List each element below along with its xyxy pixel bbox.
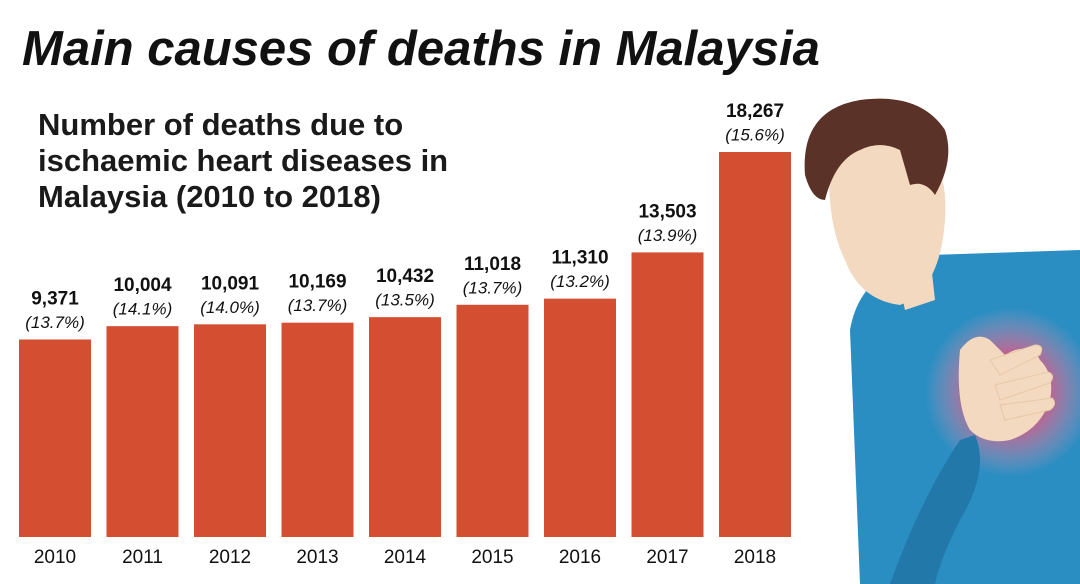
percent-label: (13.7%)	[288, 296, 348, 315]
subtitle-line: Number of deaths due to	[38, 107, 403, 142]
bar	[106, 326, 179, 537]
x-tick-label: 2014	[384, 547, 427, 568]
value-label: 11,018	[464, 254, 521, 275]
subtitle-line: Malaysia (2010 to 2018)	[38, 179, 381, 214]
x-tick-label: 2016	[559, 547, 601, 568]
value-label: 9,371	[31, 289, 79, 310]
x-tick-label: 2010	[34, 547, 76, 568]
value-label: 10,169	[288, 272, 346, 293]
value-label: 10,091	[201, 273, 260, 294]
value-label: 11,310	[551, 248, 608, 269]
plot: 9,371 (13.7%) 2010 10,004 (14.1%) 2011 10,091 (…	[19, 101, 791, 568]
bar	[194, 324, 266, 537]
x-tick-label: 2017	[646, 547, 688, 568]
value-label: 13,503	[638, 201, 696, 222]
x-tick-label: 2015	[471, 547, 513, 568]
percent-label: (13.9%)	[638, 226, 698, 245]
bar	[631, 252, 704, 537]
percent-label: (13.7%)	[25, 313, 85, 332]
bar	[281, 322, 354, 537]
percent-label: (13.2%)	[550, 272, 610, 291]
value-label: 10,432	[376, 266, 434, 287]
illustration	[804, 98, 1080, 584]
bar	[719, 152, 791, 537]
bar	[544, 298, 616, 537]
subtitle-line: ischaemic heart diseases in	[38, 143, 448, 178]
x-tick-label: 2011	[122, 547, 163, 568]
value-label: 10,004	[113, 275, 172, 296]
x-tick-label: 2012	[209, 547, 251, 568]
percent-label: (15.6%)	[725, 125, 785, 144]
percent-label: (14.0%)	[200, 298, 260, 317]
bar	[19, 339, 91, 537]
bar	[456, 304, 529, 537]
chart-title: Main causes of deaths in Malaysia	[22, 22, 820, 76]
value-label: 18,267	[726, 101, 784, 122]
percent-label: (14.1%)	[113, 300, 173, 319]
bar	[369, 317, 441, 537]
x-tick-label: 2013	[296, 547, 338, 568]
x-tick-label: 2018	[734, 547, 776, 568]
percent-label: (13.7%)	[463, 278, 523, 297]
percent-label: (13.5%)	[375, 291, 435, 310]
